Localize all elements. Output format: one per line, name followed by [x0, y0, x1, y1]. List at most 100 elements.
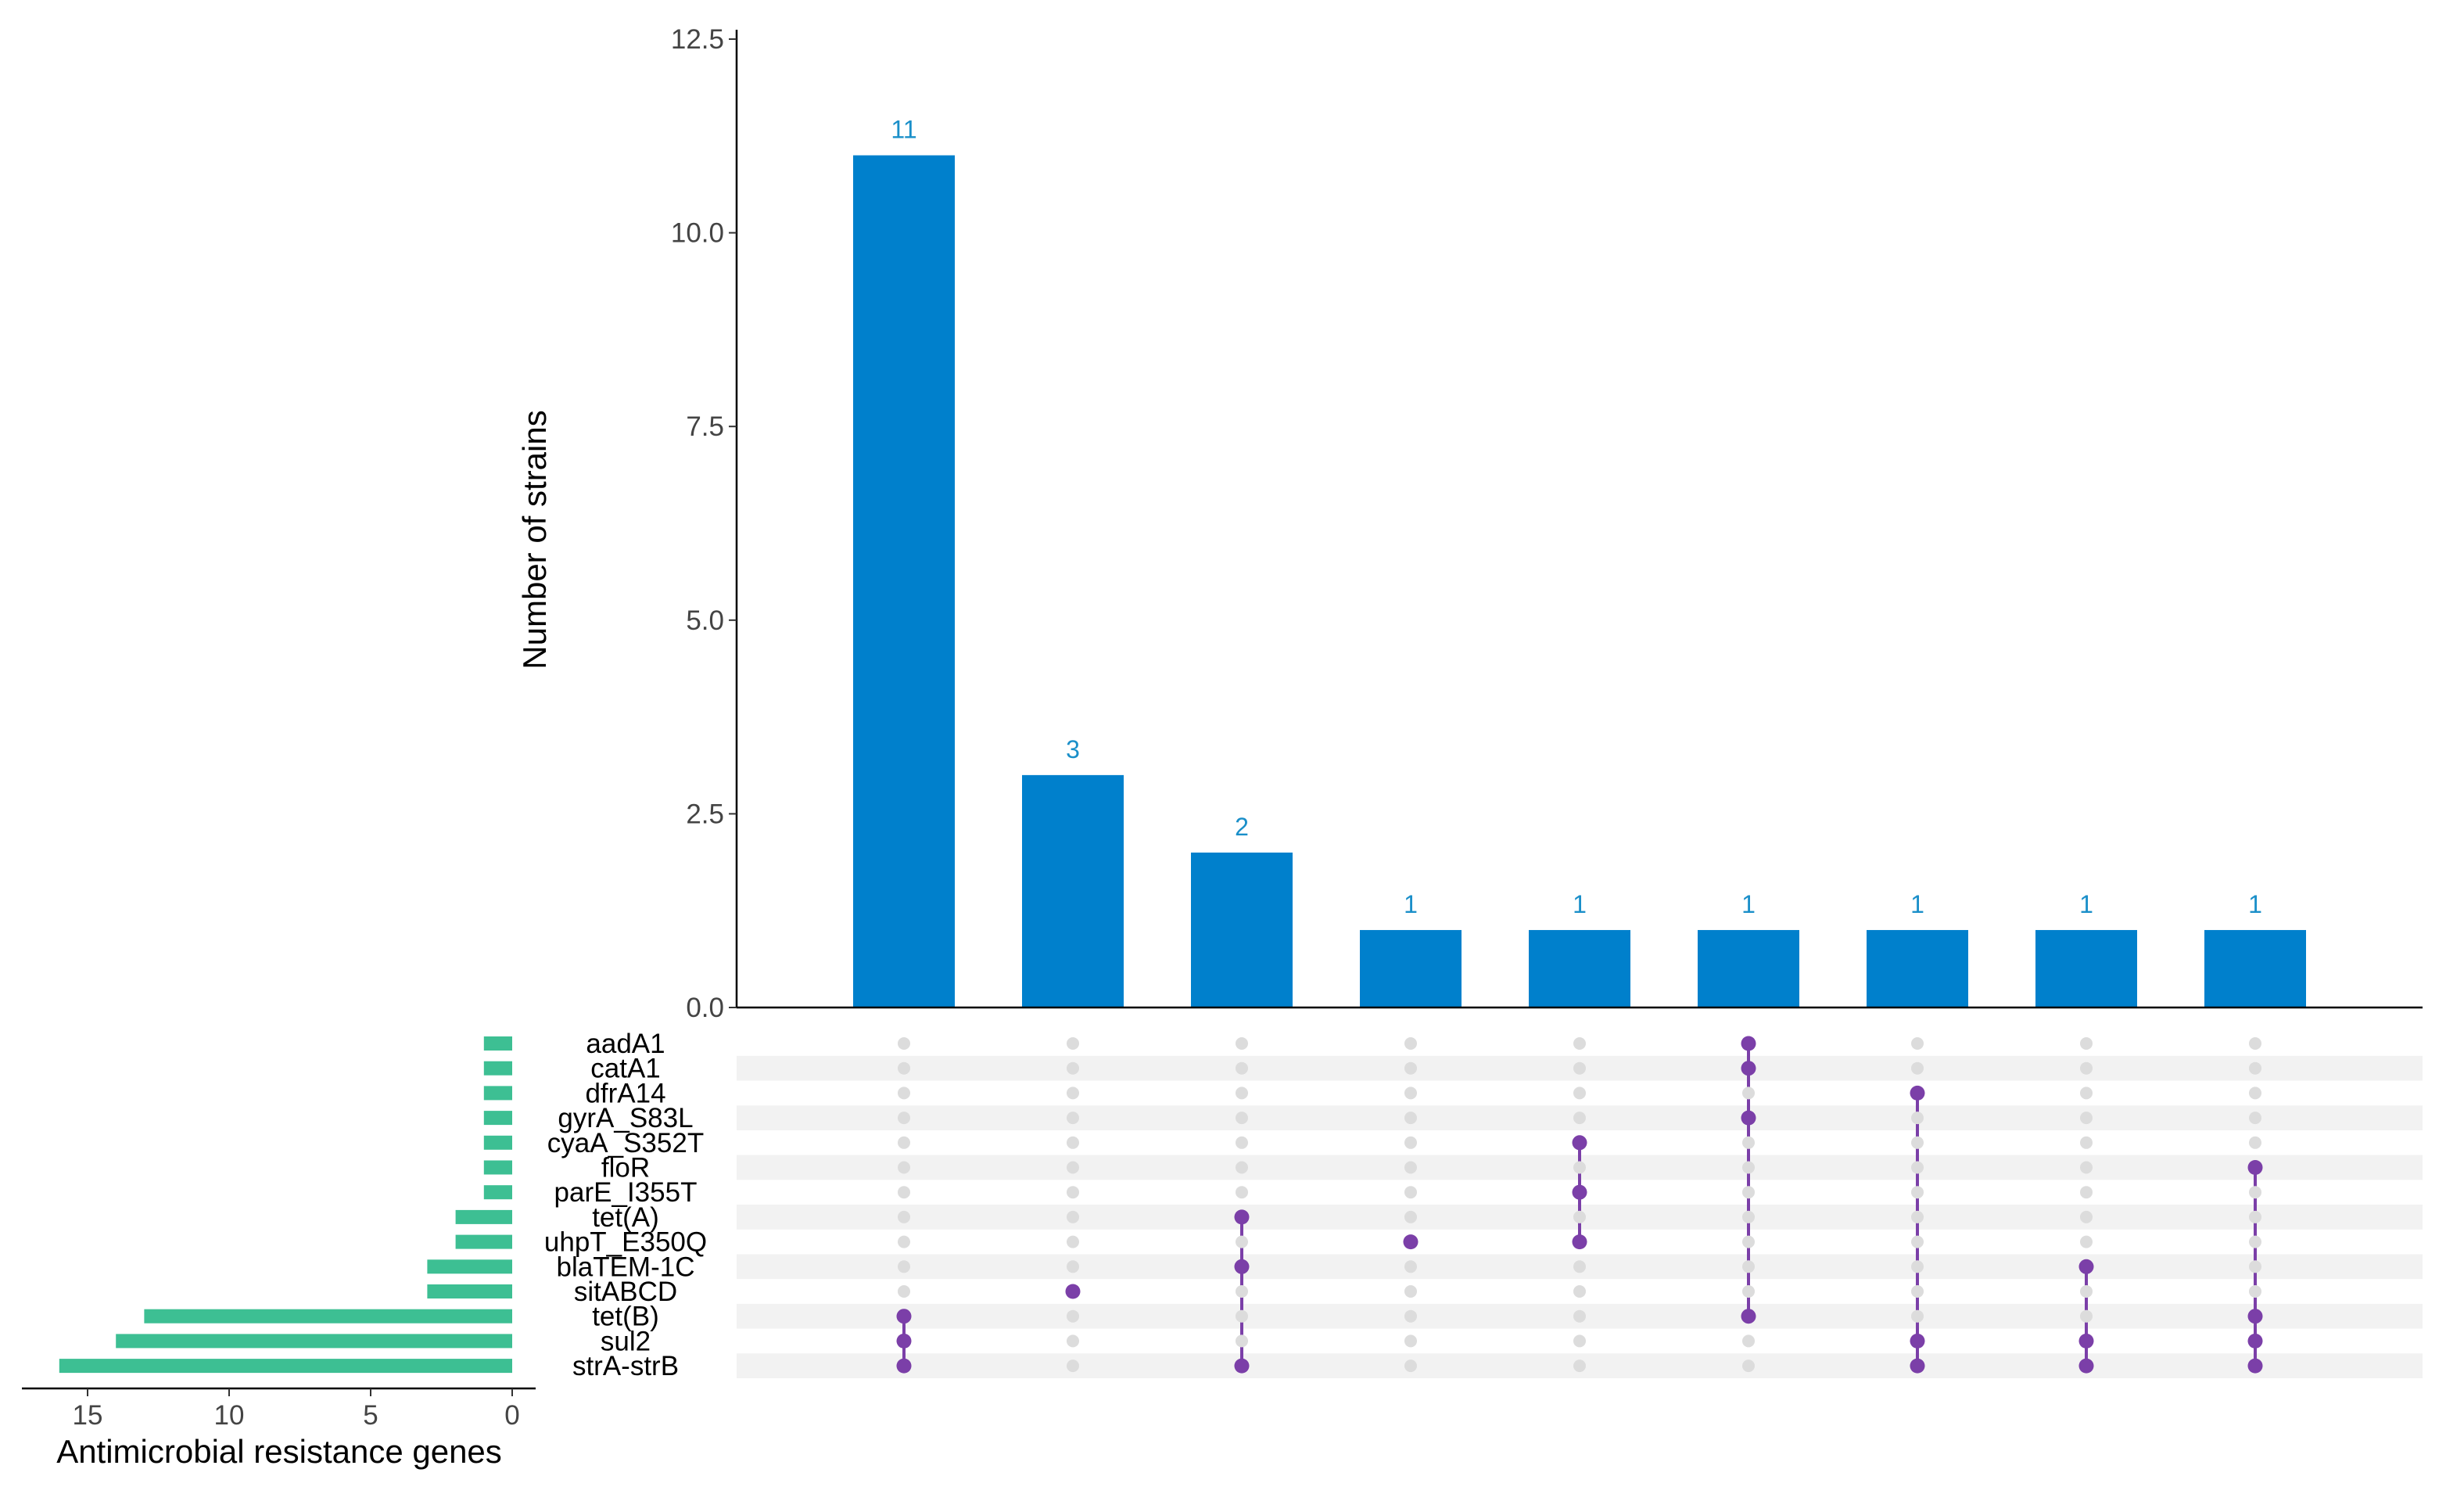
matrix-dot-active — [1910, 1358, 1925, 1374]
matrix-dot-inactive — [1742, 1136, 1755, 1149]
matrix-dot-inactive — [1236, 1161, 1248, 1174]
matrix-dot-inactive — [1573, 1037, 1586, 1050]
set-size-tick-label: 10 — [214, 1400, 245, 1431]
matrix-dot-active — [1741, 1036, 1756, 1051]
matrix-dot-inactive — [2249, 1087, 2261, 1100]
intersection-bar — [853, 155, 955, 1007]
matrix-dot-inactive — [1236, 1186, 1248, 1199]
matrix-dot-active — [2247, 1358, 2263, 1374]
matrix-dot-inactive — [898, 1235, 910, 1248]
matrix-dot-active — [1403, 1234, 1419, 1250]
matrix-dot-inactive — [1236, 1112, 1248, 1125]
matrix-dot-inactive — [1742, 1285, 1755, 1298]
matrix-dot-inactive — [1911, 1061, 1924, 1075]
matrix-dot-inactive — [1404, 1087, 1417, 1100]
matrix-dot-active — [2078, 1259, 2094, 1274]
matrix-dot-inactive — [1573, 1260, 1586, 1273]
matrix-dot-active — [2247, 1333, 2263, 1349]
matrix-dot-inactive — [2249, 1260, 2261, 1273]
set-label: tet(B) — [592, 1302, 659, 1332]
set-size-bar — [483, 1036, 512, 1051]
matrix-dot-inactive — [898, 1136, 910, 1149]
set-label: aadA1 — [586, 1029, 665, 1059]
set-size-axis: 15 10 5 0 — [22, 1387, 536, 1431]
matrix-dot-inactive — [2249, 1037, 2261, 1050]
bar-count-label: 1 — [1404, 890, 1418, 918]
matrix-dot-inactive — [2080, 1061, 2093, 1075]
set-size-bars — [59, 1036, 513, 1374]
matrix-dot-inactive — [1573, 1309, 1586, 1323]
matrix-dot-inactive — [1236, 1061, 1248, 1075]
matrix-dot-inactive — [1236, 1285, 1248, 1298]
matrix-dot-active — [2078, 1333, 2094, 1349]
matrix-dot-active — [896, 1358, 912, 1374]
matrix-dot-inactive — [1573, 1285, 1586, 1298]
set-label: uhpT_E350Q — [544, 1227, 707, 1258]
matrix-dot-active — [1234, 1259, 1250, 1274]
matrix-dot-inactive — [2080, 1235, 2093, 1248]
matrix-dot-inactive — [1067, 1087, 1079, 1100]
intersection-bar — [2035, 929, 2137, 1007]
set-size-tick-label: 0 — [504, 1400, 519, 1431]
y-tick-label: 10.0 — [671, 218, 724, 249]
bar-count-label: 1 — [1741, 890, 1756, 918]
matrix-dot-inactive — [1067, 1037, 1079, 1050]
set-size-bar — [144, 1309, 512, 1324]
bar-count-label: 1 — [1573, 890, 1587, 918]
y-axis-title: Number of strains — [516, 410, 553, 669]
matrix-dot-inactive — [2080, 1037, 2093, 1050]
matrix-dot-inactive — [1573, 1061, 1586, 1075]
matrix-dot-inactive — [2080, 1136, 2093, 1149]
set-size-bar — [59, 1359, 513, 1374]
matrix-dot-inactive — [2080, 1285, 2093, 1298]
matrix-dot-inactive — [898, 1037, 910, 1050]
matrix-dot-inactive — [1911, 1309, 1924, 1323]
matrix-dot-inactive — [1742, 1186, 1755, 1199]
set-size-bar — [455, 1234, 512, 1249]
matrix-dot-inactive — [1742, 1334, 1755, 1348]
matrix-dot-inactive — [2080, 1161, 2093, 1174]
matrix-dot-active — [2078, 1358, 2094, 1374]
matrix-dot-inactive — [1236, 1136, 1248, 1149]
matrix-dot-inactive — [898, 1087, 910, 1100]
set-size-tick-label: 5 — [363, 1400, 378, 1431]
intersection-bar — [1022, 774, 1124, 1007]
set-label: parE_I355T — [554, 1177, 698, 1208]
matrix-dot-inactive — [2080, 1210, 2093, 1223]
matrix-dot-inactive — [1067, 1309, 1079, 1323]
matrix-dot-inactive — [2080, 1112, 2093, 1125]
matrix-dot-inactive — [2080, 1186, 2093, 1199]
y-tick-label: 12.5 — [671, 24, 724, 55]
matrix-dot-inactive — [1404, 1161, 1417, 1174]
matrix-dot-inactive — [1404, 1334, 1417, 1348]
matrix-dot-inactive — [1067, 1186, 1079, 1199]
matrix-dot-active — [1572, 1184, 1587, 1200]
matrix-dot-inactive — [1573, 1087, 1586, 1100]
set-size-bar — [427, 1259, 512, 1274]
y-tick-label: 5.0 — [686, 605, 724, 636]
matrix-dot-inactive — [2080, 1087, 2093, 1100]
matrix-dot-inactive — [2080, 1309, 2093, 1323]
set-label: sitABCD — [574, 1277, 677, 1307]
matrix-dot-active — [896, 1333, 912, 1349]
matrix-dot-inactive — [1404, 1112, 1417, 1125]
matrix-dot-active — [1910, 1333, 1925, 1349]
set-size-bar — [483, 1111, 512, 1126]
matrix-dot-inactive — [898, 1285, 910, 1298]
matrix-dot-inactive — [1067, 1260, 1079, 1273]
matrix-dot-inactive — [1911, 1186, 1924, 1199]
matrix-dot-active — [1234, 1209, 1250, 1225]
matrix-dot-inactive — [1404, 1061, 1417, 1075]
matrix-dot-inactive — [1404, 1136, 1417, 1149]
matrix-dot-inactive — [898, 1161, 910, 1174]
set-label: sul2 — [601, 1326, 651, 1356]
set-size-bar — [483, 1135, 512, 1150]
set-size-bar — [455, 1209, 512, 1224]
set-size-tick-label: 15 — [73, 1400, 103, 1431]
matrix-dot-inactive — [2249, 1186, 2261, 1199]
set-label: blaTEM-1C — [557, 1252, 695, 1282]
matrix-dot-inactive — [1742, 1359, 1755, 1373]
matrix-dot-inactive — [1742, 1210, 1755, 1223]
matrix-dot-inactive — [2249, 1285, 2261, 1298]
